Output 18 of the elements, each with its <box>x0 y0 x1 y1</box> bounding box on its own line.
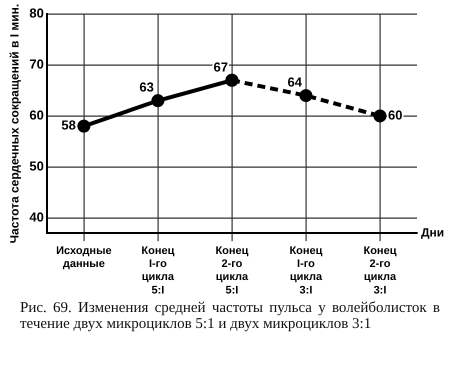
data-label: 63 <box>139 80 154 95</box>
x-axis-title: Дни <box>421 226 444 240</box>
x-tick-label: Конец 2-го цикла 5:I <box>215 244 249 296</box>
data-label: 64 <box>287 74 303 90</box>
x-tick-label: Исходные данные <box>56 244 112 270</box>
data-label: 58 <box>61 118 76 133</box>
y-tick-label: 60 <box>29 108 44 123</box>
text: Рис. 69. Изменения средней частоты пульса у волейболисток в течение двух микроциклов 5:1 и двух микроциклов 3:1 <box>20 300 440 332</box>
y-tick-label: 80 <box>29 6 44 21</box>
x-tick-label: Конец 2-го цикла 3:I <box>364 244 397 296</box>
y-tick-label: 50 <box>29 158 44 174</box>
y-axis-title: Частота сердечных сокращений в I мин. <box>8 4 22 244</box>
y-tick-label: 40 <box>29 209 44 224</box>
x-tick-label: Конец I-го цикла 5:I <box>141 244 175 296</box>
x-tick-label: Конец I-го цикла 3:I <box>289 244 323 296</box>
y-tick-label: 70 <box>29 56 44 72</box>
data-label: 60 <box>388 108 402 123</box>
data-label: 67 <box>213 59 228 74</box>
